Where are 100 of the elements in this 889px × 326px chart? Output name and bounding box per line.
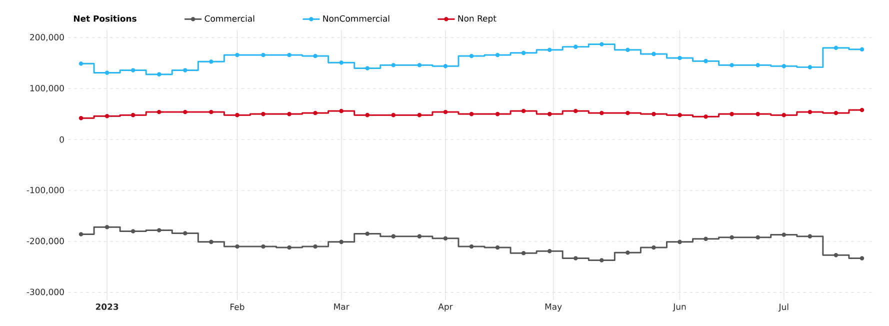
point [469,244,474,249]
point [573,44,578,49]
point [104,225,110,230]
point [469,112,474,116]
point [600,258,604,262]
point [365,66,370,70]
point [860,108,864,112]
point [547,48,552,52]
point [730,63,734,68]
point [183,68,188,72]
point [652,245,656,250]
legend-label: NonCommercial [323,15,390,22]
point [313,244,318,249]
point [391,63,396,68]
x-tick-label: Apr [438,304,453,312]
point [652,112,656,116]
point [704,58,708,64]
point [782,112,786,118]
x-tick-label: May [545,304,562,312]
point [339,240,344,244]
point [78,61,84,66]
point [339,60,344,65]
point [209,240,214,244]
point [573,108,578,114]
point [547,248,552,254]
point [443,110,448,114]
y-tick-label: 200,000 [30,34,64,42]
y-tick-label: -200,000 [26,238,64,246]
point [782,64,786,68]
point [235,244,240,249]
point [600,110,604,116]
point [834,46,838,50]
legend-title: Net Positions [74,15,136,22]
point [417,234,422,238]
point [808,65,812,70]
point [183,231,188,236]
x-tick-label: Feb [230,304,244,310]
point [547,112,552,116]
point [626,48,630,52]
point [287,245,292,250]
point [261,52,266,58]
point [78,116,84,120]
point [156,72,162,76]
y-tick-label: 0 [60,136,64,143]
point [808,234,812,238]
point [78,232,84,236]
point [495,245,500,250]
point [104,70,110,75]
point [313,110,318,116]
point [365,112,370,118]
point [652,52,656,56]
point [417,112,422,118]
point [183,110,188,114]
point [730,235,734,240]
y-tick-label: 100,000 [30,84,64,92]
x-tick-label: Mar [334,304,350,310]
point [287,112,292,116]
point [626,250,630,255]
point [417,63,422,68]
point [834,110,838,116]
x-tick-label: Jun [672,304,686,312]
point [600,42,604,46]
y-tick-label: -300,000 [26,288,64,296]
point [678,240,682,244]
point [756,63,760,68]
point [130,229,136,234]
legend-label: Commercial [204,15,254,22]
point [626,110,630,116]
point [261,112,266,116]
point [313,54,318,58]
point [469,54,474,58]
point [808,110,812,114]
point [235,52,240,58]
point [521,50,526,56]
point [156,228,162,232]
point [391,112,396,118]
legend-label: Non Rept [458,15,496,24]
x-tick-label: Jul [778,304,788,312]
point [678,112,682,118]
point [365,232,370,236]
point [209,110,214,114]
point [339,108,344,114]
point [573,256,578,260]
point [443,236,448,241]
x-tick-label: 2023 [96,304,118,310]
point [756,112,760,116]
point [495,52,500,58]
point [130,112,136,118]
point [261,244,266,249]
point [678,56,682,60]
point [104,114,110,118]
point [860,256,864,260]
point [730,112,734,116]
point [756,235,760,240]
point [704,236,708,242]
point [130,68,136,72]
point [834,253,838,258]
point [235,112,240,118]
point [287,52,292,58]
point [521,250,526,256]
